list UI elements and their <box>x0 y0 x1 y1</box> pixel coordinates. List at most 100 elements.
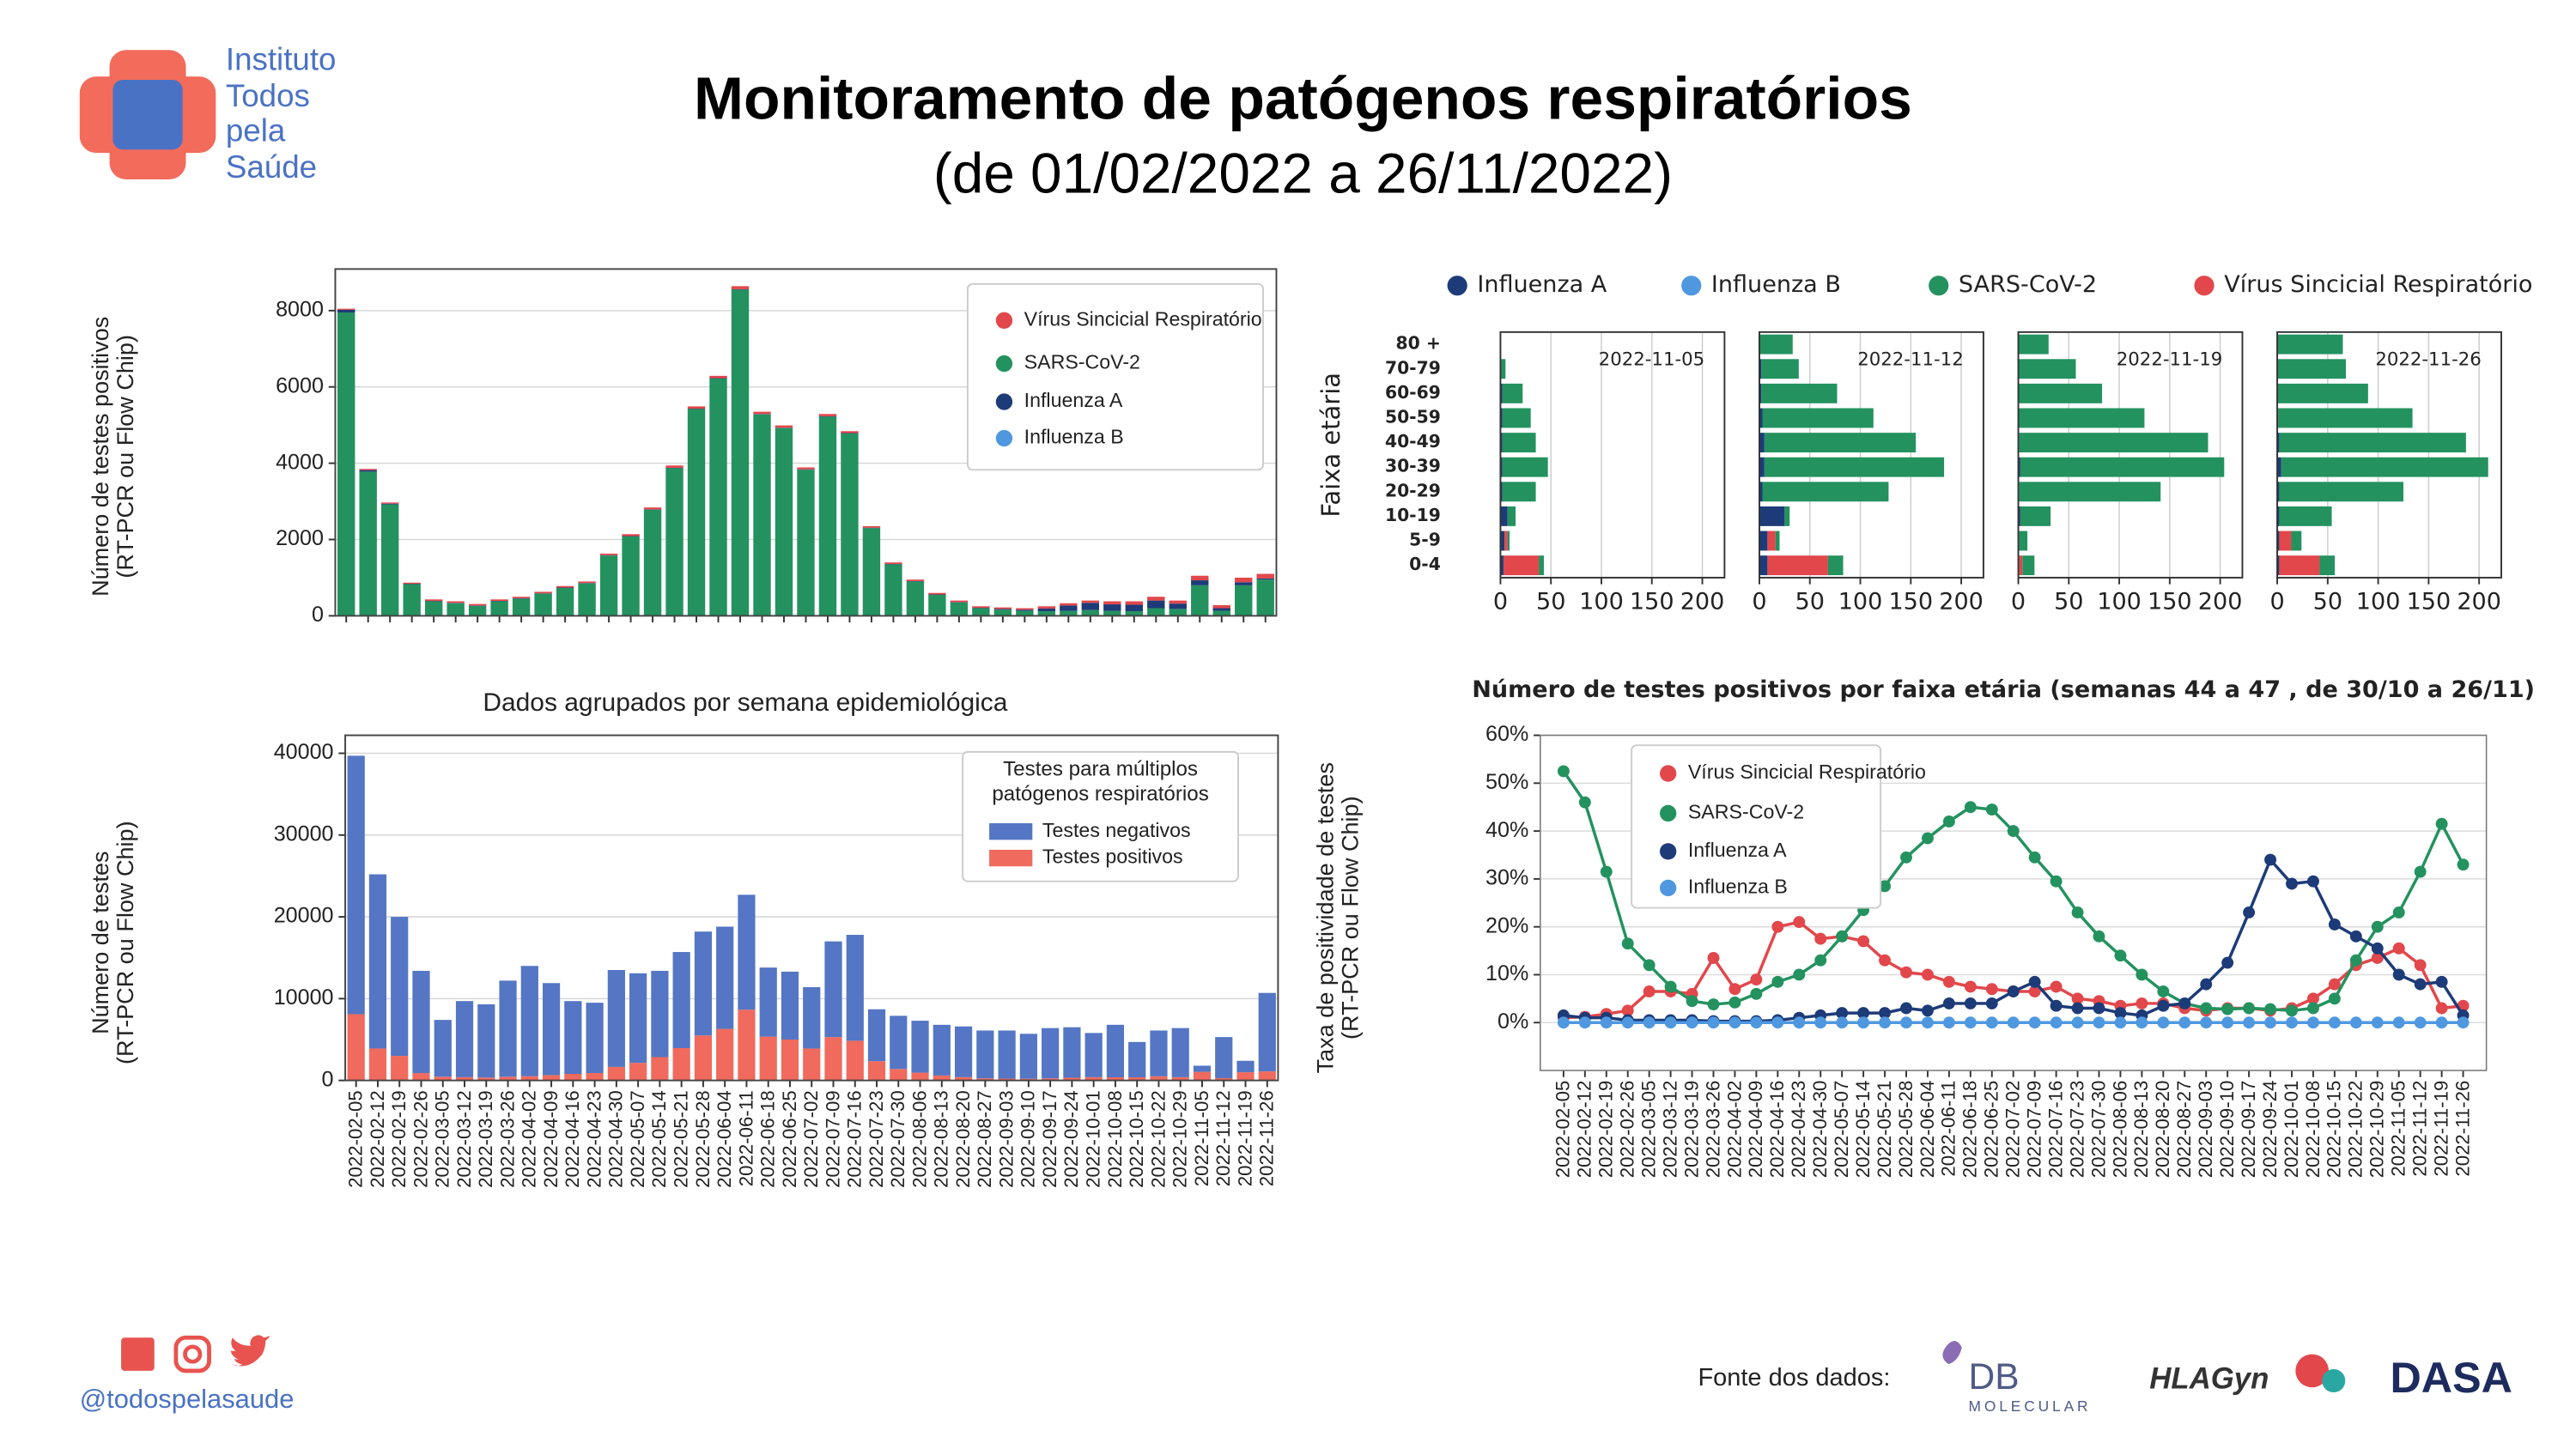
bar <box>599 555 618 616</box>
x-tick-label: 2022-07-30 <box>2087 1081 2109 1179</box>
bar <box>972 608 990 616</box>
bar <box>1037 606 1056 609</box>
legend-marker <box>1929 276 1949 296</box>
bar <box>1764 433 1917 453</box>
point <box>1793 1016 1806 1029</box>
plot-frame <box>1759 330 1984 579</box>
bar <box>651 1057 669 1081</box>
point <box>2221 1016 2234 1029</box>
point <box>1686 995 1698 1008</box>
point <box>2371 1016 2384 1029</box>
point <box>2050 875 2063 888</box>
bar <box>337 308 355 310</box>
x-tick-label: 2022-09-17 <box>2238 1081 2259 1179</box>
instagram-icon[interactable] <box>173 1335 211 1373</box>
point <box>2371 951 2384 964</box>
bar <box>520 966 538 1076</box>
point <box>1814 932 1827 945</box>
bar <box>2277 482 2280 502</box>
x-tick-label: 2022-08-27 <box>974 1090 995 1188</box>
legend-marker <box>995 355 1013 373</box>
x-tick-label: 2022-04-30 <box>1809 1081 1831 1179</box>
bar <box>556 587 574 616</box>
point <box>2392 1016 2405 1029</box>
bar <box>2018 383 2103 403</box>
bar <box>1150 1076 1168 1081</box>
y-tick-label: 50% <box>1485 770 1528 794</box>
bar <box>629 1063 647 1081</box>
bar <box>1759 555 1768 576</box>
point <box>2157 1016 2170 1029</box>
x-tick-label: 2022-07-02 <box>800 1090 822 1188</box>
bar <box>599 553 618 555</box>
x-tick-label: 2022-06-04 <box>714 1090 735 1188</box>
x-tick-label: 2022-11-12 <box>1212 1090 1234 1186</box>
x-tick-label: 50 <box>1795 588 1825 615</box>
bar <box>738 1009 756 1081</box>
bar <box>359 469 377 470</box>
bar <box>2277 457 2281 477</box>
point <box>2221 1003 2234 1016</box>
bar <box>1212 604 1230 609</box>
twitter-icon[interactable] <box>230 1335 271 1367</box>
bar <box>1193 1071 1212 1081</box>
bar <box>1103 610 1121 616</box>
point <box>1964 1016 1977 1029</box>
point <box>1771 1016 1784 1029</box>
facebook-icon[interactable] <box>121 1337 155 1371</box>
bar <box>2277 555 2280 576</box>
x-tick-label: 0 <box>1752 588 1766 615</box>
bar <box>867 1009 886 1062</box>
bar <box>2277 334 2343 355</box>
x-tick-label: 200 <box>2457 588 2501 615</box>
bar <box>490 601 508 616</box>
bar <box>687 406 706 409</box>
x-tick-label: 2022-06-11 <box>735 1090 756 1186</box>
point <box>2157 985 2170 997</box>
legend-label: Testes negativos <box>1042 819 1191 841</box>
y-tick-label: 60% <box>1485 722 1528 746</box>
point <box>2414 865 2427 878</box>
x-tick-label: 50 <box>1536 588 1565 615</box>
bar <box>1256 573 1274 579</box>
bar <box>731 289 750 616</box>
point <box>2349 930 2362 943</box>
x-tick-label: 2022-04-16 <box>562 1090 583 1188</box>
bar <box>1191 575 1209 581</box>
bar <box>1084 1033 1103 1077</box>
bar <box>862 528 881 616</box>
x-tick-label: 200 <box>1939 588 1984 615</box>
bar <box>1761 359 1799 379</box>
point <box>2435 1016 2448 1029</box>
x-tick-label: 2022-05-28 <box>692 1090 714 1188</box>
x-tick-label: 2022-05-21 <box>1874 1081 1895 1179</box>
point <box>2071 992 2084 1005</box>
x-tick-label: 2022-02-19 <box>1595 1081 1617 1179</box>
bar <box>2277 383 2368 403</box>
x-tick-label: 100 <box>2097 588 2142 615</box>
x-tick-label: 2022-04-02 <box>519 1090 540 1188</box>
y-axis-label: Número de testes positivos <box>88 317 113 597</box>
bar <box>380 502 399 504</box>
bar <box>862 525 881 528</box>
point <box>1879 1007 1892 1020</box>
point <box>1942 1016 1955 1029</box>
point <box>1578 796 1591 809</box>
bar <box>2277 530 2280 551</box>
point <box>2200 1002 2213 1015</box>
bar <box>403 582 421 585</box>
point <box>2050 1016 2063 1029</box>
x-tick-label: 2022-02-26 <box>1617 1081 1638 1179</box>
point <box>1857 1016 1870 1029</box>
point <box>1985 997 1998 1009</box>
bar <box>391 1056 409 1081</box>
bar <box>716 926 734 1029</box>
logo-mark <box>79 50 216 180</box>
bar <box>347 755 365 1015</box>
y-tick-label: 10-19 <box>1385 505 1441 525</box>
y-tick-label: 4000 <box>276 450 324 474</box>
x-tick-label: 2022-08-20 <box>2152 1081 2173 1179</box>
bar <box>447 601 465 603</box>
bar <box>781 1039 799 1081</box>
chart-title: Dados agrupados por semana epidemiológic… <box>483 688 1007 717</box>
